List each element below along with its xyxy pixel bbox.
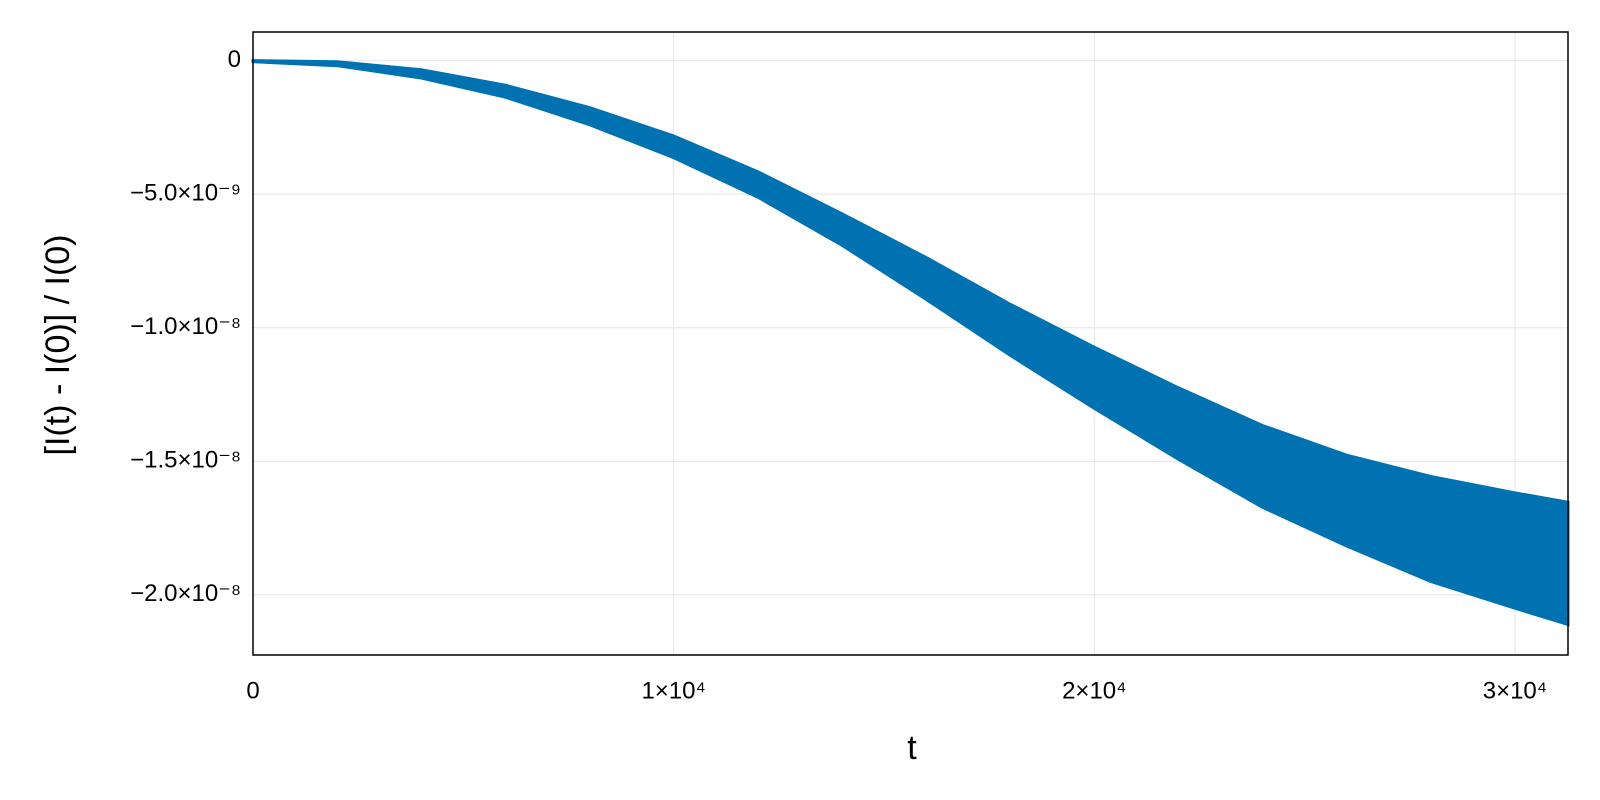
- x-tick-label: 0: [246, 677, 259, 704]
- y-tick-label: −1.5×10⁻⁸: [130, 447, 241, 474]
- band-area: [251, 59, 1570, 627]
- y-tick-label: −1.0×10⁻⁸: [130, 313, 241, 340]
- x-tick-label: 2×10⁴: [1062, 677, 1126, 704]
- y-axis-label: [I(t) - I(0)] / I(0): [39, 235, 77, 456]
- plot-frame: [252, 31, 1569, 656]
- y-tick-label: 0: [228, 46, 241, 73]
- x-tick-label: 3×10⁴: [1483, 677, 1547, 704]
- x-tick-label: 1×10⁴: [641, 677, 705, 704]
- x-axis-label: t: [907, 729, 917, 767]
- y-tick-label: −2.0×10⁻⁸: [130, 580, 241, 607]
- y-tick-label: −5.0×10⁻⁹: [130, 180, 241, 207]
